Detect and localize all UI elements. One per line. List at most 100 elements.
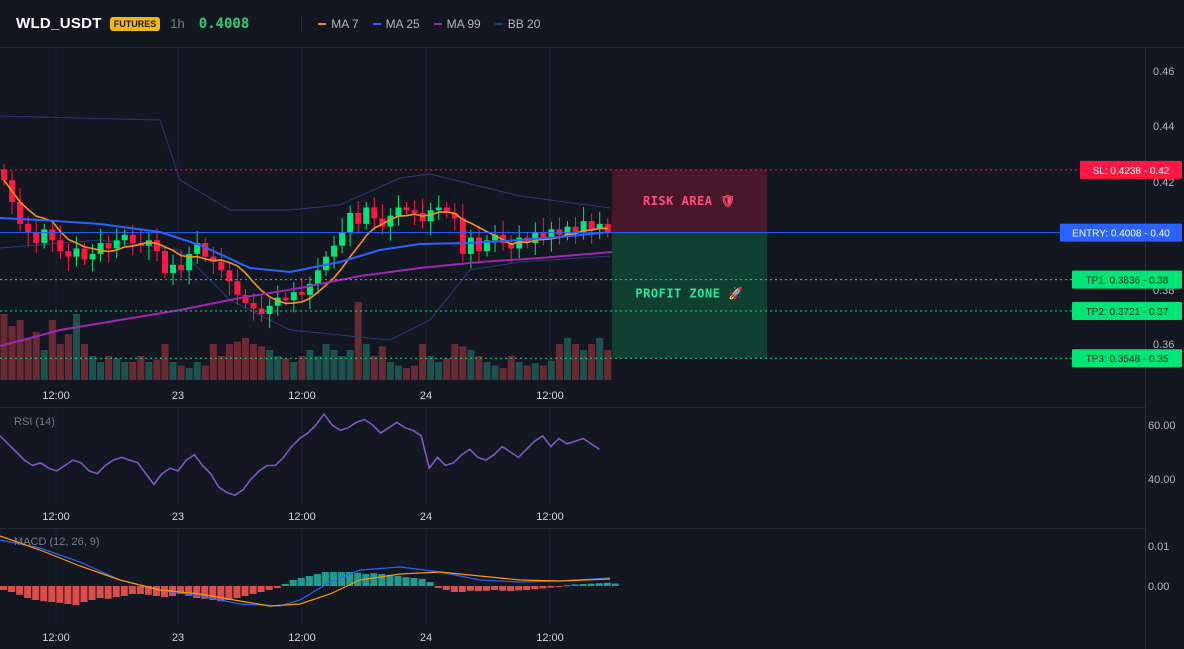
candle-body[interactable] <box>97 242 104 254</box>
candle-body[interactable] <box>314 270 321 284</box>
legend-item-ma-25[interactable]: MA 25 <box>372 17 420 31</box>
macd-hist-bar <box>474 586 482 592</box>
candle-body[interactable] <box>210 256 217 263</box>
candle-body[interactable] <box>234 281 241 295</box>
candle-body[interactable] <box>548 229 555 238</box>
candle-body[interactable] <box>596 223 603 230</box>
candle-body[interactable] <box>25 223 32 233</box>
candle-body[interactable] <box>306 283 313 295</box>
candle-body[interactable] <box>290 292 297 301</box>
candle-body[interactable] <box>588 221 595 230</box>
candle-body[interactable] <box>65 251 72 257</box>
candle-body[interactable] <box>266 305 273 314</box>
candle-body[interactable] <box>411 210 418 213</box>
candle-body[interactable] <box>242 294 249 304</box>
candle-body[interactable] <box>49 229 56 241</box>
candle-body[interactable] <box>194 242 201 254</box>
candle-body[interactable] <box>492 234 499 241</box>
rsi-panel-border[interactable] <box>0 407 1145 408</box>
candle-body[interactable] <box>347 212 354 233</box>
candle-body[interactable] <box>298 292 305 295</box>
candle-body[interactable] <box>1 169 7 181</box>
legend-item-bb-20[interactable]: BB 20 <box>494 17 540 31</box>
candle-body[interactable] <box>540 232 547 238</box>
candle-body[interactable] <box>73 248 80 257</box>
candle-body[interactable] <box>532 232 539 243</box>
candle-body[interactable] <box>41 229 48 243</box>
candle-body[interactable] <box>355 212 362 224</box>
candle-body[interactable] <box>178 264 185 271</box>
candle-body[interactable] <box>331 245 338 257</box>
candle-body[interactable] <box>395 207 402 216</box>
candle-body[interactable] <box>435 207 442 211</box>
candle-body[interactable] <box>170 264 177 274</box>
tp3-tag-label: TP3: 0.3548 - 0.35 <box>1086 354 1169 365</box>
candle-body[interactable] <box>556 229 563 235</box>
volume-bar <box>209 344 217 380</box>
macd-hist-bar <box>265 586 273 590</box>
candle-body[interactable] <box>484 240 490 252</box>
tp1-tag[interactable] <box>1072 270 1182 289</box>
macd-panel-border[interactable] <box>0 528 1145 529</box>
legend-item-ma-7[interactable]: MA 7 <box>318 17 359 31</box>
candle-body[interactable] <box>363 207 370 224</box>
ma25-line <box>0 217 611 274</box>
rsi-tick: 40.00 <box>1148 474 1176 486</box>
candle-body[interactable] <box>105 242 112 249</box>
candle-body[interactable] <box>387 215 394 227</box>
candle-body[interactable] <box>580 221 587 233</box>
candle-body[interactable] <box>202 242 209 257</box>
timeframe-selector[interactable]: 1h <box>170 16 185 31</box>
legend-swatch <box>372 22 381 25</box>
futures-badge: FUTURES <box>109 16 161 31</box>
macd-hist-bar <box>402 577 410 586</box>
candle-body[interactable] <box>419 212 426 222</box>
candle-body[interactable] <box>250 303 257 309</box>
volume-bar <box>242 338 249 380</box>
candle-body[interactable] <box>121 234 128 241</box>
candle-body[interactable] <box>508 242 515 249</box>
sl-tag[interactable] <box>1080 160 1182 179</box>
candle-body[interactable] <box>17 202 24 224</box>
risk-zone[interactable] <box>612 169 767 233</box>
candle-body[interactable] <box>226 270 233 282</box>
candle-body[interactable] <box>81 248 88 260</box>
header-divider <box>301 15 303 32</box>
candle-body[interactable] <box>564 226 571 235</box>
candle-body[interactable] <box>186 253 193 271</box>
candle-body[interactable] <box>153 240 160 252</box>
candle-body[interactable] <box>274 297 281 306</box>
candle-body[interactable] <box>467 237 474 254</box>
candle-body[interactable] <box>403 207 410 211</box>
candle-body[interactable] <box>500 234 507 243</box>
profit-zone[interactable] <box>612 232 767 359</box>
symbol-name[interactable]: WLD_USDT <box>16 15 102 32</box>
candle-body[interactable] <box>113 240 120 249</box>
tp2-tag[interactable] <box>1072 301 1182 320</box>
candle-body[interactable] <box>459 218 466 254</box>
candle-body[interactable] <box>162 251 168 274</box>
entry-tag[interactable] <box>1060 223 1182 242</box>
candle-body[interactable] <box>371 207 378 219</box>
candle-body[interactable] <box>89 253 96 260</box>
macd-hist-bar <box>426 582 434 586</box>
candle-body[interactable] <box>475 237 482 252</box>
candle-body[interactable] <box>339 232 346 246</box>
candle-body[interactable] <box>218 262 225 271</box>
candle-body[interactable] <box>379 218 386 227</box>
macd-hist-bar <box>144 586 152 595</box>
tp3-tag[interactable] <box>1072 349 1182 368</box>
candle-body[interactable] <box>443 207 450 213</box>
candle-body[interactable] <box>323 256 329 271</box>
candle-body[interactable] <box>282 297 289 301</box>
candle-body[interactable] <box>572 226 579 233</box>
macd-hist-bar <box>104 586 112 599</box>
candle-body[interactable] <box>516 237 523 249</box>
candle-body[interactable] <box>33 232 40 243</box>
legend-item-ma-99[interactable]: MA 99 <box>433 17 481 31</box>
candle-body[interactable] <box>129 234 136 243</box>
candle-body[interactable] <box>451 212 458 219</box>
candle-body[interactable] <box>57 240 64 252</box>
volume-bar <box>89 356 97 380</box>
